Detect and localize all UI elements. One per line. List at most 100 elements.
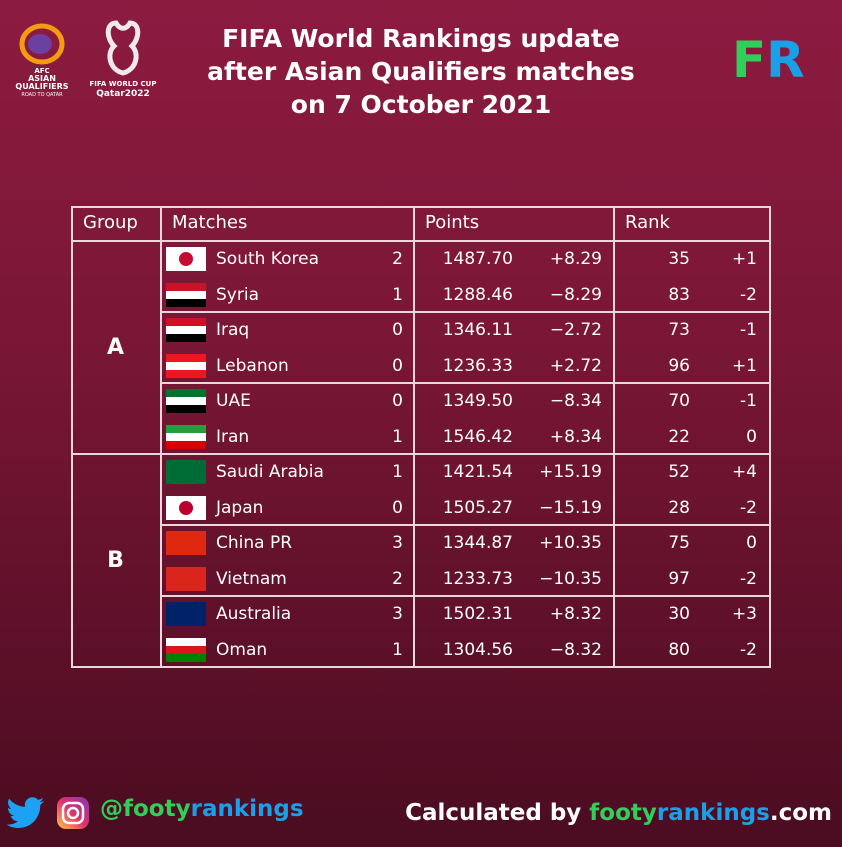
flag-stripe [166, 637, 206, 646]
points-change: +10.35 [539, 533, 602, 553]
score: 3 [392, 604, 403, 624]
rank: 83 [668, 284, 690, 305]
rank-change: -2 [740, 639, 757, 660]
flag-stripe [166, 602, 206, 626]
score: 2 [392, 568, 403, 589]
flag-stripe [166, 290, 206, 299]
logo-ring [19, 23, 65, 65]
points: 1236.33 [442, 355, 513, 376]
flag-stripe [166, 389, 206, 397]
team: Iran [216, 426, 250, 447]
rank: 80 [668, 639, 690, 660]
points-change: −8.32 [549, 639, 602, 660]
flag-emblem [179, 500, 193, 515]
flag-stripe [166, 645, 206, 654]
flag [166, 389, 206, 413]
fifa-text: Qatar2022 [96, 89, 150, 98]
fifa-logo: FIFA WORLD CUP Qatar2022 [90, 20, 157, 98]
points: 1344.87 [442, 533, 513, 553]
match-divider [160, 311, 769, 313]
group-label: A [106, 334, 125, 360]
header-cell: Rank [625, 212, 670, 233]
column-line [613, 206, 615, 668]
score: 1 [392, 462, 403, 482]
rank: 35 [668, 249, 690, 269]
group-divider [71, 666, 771, 668]
flag-stripe [166, 361, 206, 370]
points: 1505.27 [442, 497, 513, 518]
flag-stripe [166, 353, 206, 362]
ig-frame [61, 801, 85, 825]
points: 1421.54 [442, 462, 513, 482]
team: Syria [216, 284, 259, 305]
team: Australia [216, 604, 292, 624]
flag [166, 637, 206, 662]
team: Oman [216, 639, 268, 660]
logo-core [28, 34, 52, 54]
afc-text: ROAD TO QATAR [21, 92, 63, 98]
score: 2 [392, 249, 403, 269]
points-change: −2.72 [549, 320, 602, 340]
flag-stripe [166, 326, 206, 334]
points: 1502.31 [442, 604, 513, 624]
twitter-icon [6, 797, 44, 828]
rank-change: 0 [746, 533, 757, 553]
flag [166, 531, 206, 555]
points-change: −15.19 [539, 497, 602, 518]
score: 3 [392, 533, 403, 553]
team: Saudi Arabia [216, 462, 324, 482]
column-line [413, 206, 415, 668]
flag [166, 282, 206, 307]
flag-stripe [166, 566, 206, 591]
rank: 73 [668, 320, 690, 340]
group-label: B [107, 547, 124, 573]
fifa-text: FIFA WORLD CUP [90, 80, 157, 88]
flag-stripe [166, 405, 206, 413]
rank-change: 0 [746, 426, 757, 447]
match-divider [160, 382, 769, 384]
points-change: −8.34 [549, 391, 602, 411]
rank-change: +4 [731, 462, 757, 482]
flag-stripe [166, 282, 206, 291]
flag [166, 424, 206, 449]
points: 1487.70 [442, 249, 513, 269]
flag-stripe [166, 369, 206, 378]
afc-text: QUALIFIERS [15, 82, 68, 91]
flag-stripe [166, 653, 206, 662]
handle-part: @footy [100, 796, 191, 822]
title-line: FIFA World Rankings update [222, 24, 620, 53]
points-change: −10.35 [539, 568, 602, 589]
bird [6, 797, 44, 828]
afc-text: ASIAN [28, 74, 56, 83]
match-divider [160, 524, 769, 526]
fr-r: R [766, 31, 805, 89]
instagram-icon [57, 797, 89, 829]
rank: 28 [668, 497, 690, 518]
points: 1346.11 [442, 320, 513, 340]
points: 1304.56 [442, 639, 513, 660]
ig-lens [66, 806, 80, 820]
score: 1 [392, 284, 403, 305]
flag-stripe [166, 432, 206, 441]
flag [166, 602, 206, 626]
column-line [160, 206, 162, 668]
rank-change: -2 [740, 284, 757, 305]
rank-change: -2 [740, 568, 757, 589]
rank-change: +1 [731, 249, 757, 269]
score: 0 [392, 355, 403, 376]
team: China PR [216, 533, 293, 553]
team: UAE [216, 391, 251, 411]
score: 0 [392, 320, 403, 340]
column-line [71, 206, 73, 668]
flag [166, 247, 206, 271]
handle-part: rankings [190, 796, 304, 822]
flag-stripe [166, 334, 206, 342]
flag-stripe [166, 397, 206, 405]
header-bottom [71, 240, 771, 242]
rank-change: -2 [740, 497, 757, 518]
team: Japan [216, 497, 264, 518]
rank: 52 [668, 462, 690, 482]
score: 1 [392, 426, 403, 447]
score: 1 [392, 639, 403, 660]
calculated-by: Calculated by footyrankings.com [405, 800, 832, 826]
